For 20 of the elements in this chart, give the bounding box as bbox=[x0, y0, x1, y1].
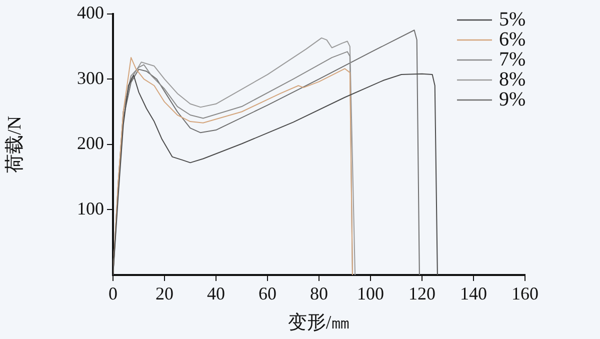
legend-label: 7% bbox=[499, 48, 526, 70]
x-tick-label: 100 bbox=[357, 284, 384, 304]
y-axis-title: 荷载/N bbox=[4, 116, 26, 173]
x-tick-label: 20 bbox=[156, 284, 174, 304]
x-tick-label: 60 bbox=[258, 284, 276, 304]
x-tick-label: 40 bbox=[207, 284, 225, 304]
legend-label: 6% bbox=[499, 28, 526, 50]
x-axis-title: 变形/㎜ bbox=[288, 312, 350, 334]
x-tick-label: 160 bbox=[512, 284, 538, 304]
y-tick-label: 200 bbox=[77, 133, 104, 154]
x-tick-label: 0 bbox=[108, 284, 118, 304]
legend-label: 9% bbox=[499, 88, 526, 110]
y-tick-label: 400 bbox=[77, 2, 104, 23]
x-tick-label: 140 bbox=[460, 284, 487, 304]
y-tick-label: 300 bbox=[77, 68, 104, 88]
legend-label: 5% bbox=[499, 8, 526, 30]
legend-label: 8% bbox=[499, 68, 526, 90]
x-tick-label: 80 bbox=[310, 284, 328, 304]
x-tick-label: 120 bbox=[408, 284, 436, 304]
y-tick-label: 100 bbox=[77, 198, 104, 218]
